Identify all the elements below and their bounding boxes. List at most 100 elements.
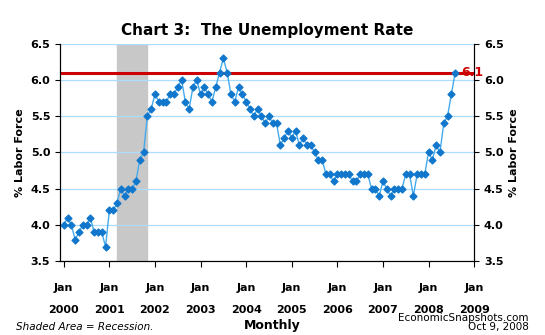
Point	[78, 222, 87, 228]
Point	[420, 172, 429, 177]
Point	[162, 99, 171, 104]
Point	[405, 172, 414, 177]
Text: 2004: 2004	[231, 305, 262, 315]
Point	[401, 172, 410, 177]
Point	[253, 106, 262, 112]
Point	[310, 150, 319, 155]
Point	[364, 172, 372, 177]
Point	[211, 84, 220, 90]
Point	[398, 186, 407, 191]
Point	[352, 179, 361, 184]
Point	[257, 114, 266, 119]
Point	[177, 77, 186, 82]
Point	[124, 186, 133, 191]
Text: 2005: 2005	[276, 305, 307, 315]
Point	[204, 92, 213, 97]
Point	[128, 186, 136, 191]
Point	[371, 186, 380, 191]
Text: 2003: 2003	[185, 305, 216, 315]
Text: 2002: 2002	[140, 305, 171, 315]
Point	[250, 114, 258, 119]
Point	[443, 114, 452, 119]
Text: 6.1: 6.1	[461, 66, 483, 79]
Point	[409, 193, 417, 199]
Point	[63, 215, 72, 220]
Point	[394, 186, 403, 191]
Text: Jan: Jan	[146, 283, 165, 293]
Text: Jan: Jan	[419, 283, 438, 293]
Point	[302, 142, 311, 148]
Text: Jan: Jan	[100, 283, 119, 293]
Text: 2000: 2000	[49, 305, 79, 315]
Point	[189, 84, 197, 90]
Text: Jan: Jan	[191, 283, 210, 293]
Point	[105, 208, 114, 213]
Point	[322, 172, 330, 177]
Text: Jan: Jan	[464, 283, 484, 293]
Point	[348, 179, 357, 184]
Point	[283, 128, 292, 133]
Text: EconomicSnapshots.com: EconomicSnapshots.com	[398, 313, 529, 323]
Point	[416, 172, 425, 177]
Point	[295, 142, 304, 148]
Point	[375, 193, 384, 199]
Point	[135, 157, 144, 162]
Point	[82, 222, 91, 228]
Point	[341, 172, 349, 177]
Point	[383, 186, 391, 191]
Point	[280, 135, 288, 141]
Point	[386, 193, 395, 199]
Point	[147, 106, 155, 112]
Point	[67, 222, 76, 228]
Point	[143, 114, 152, 119]
Point	[390, 186, 399, 191]
Point	[120, 193, 129, 199]
Point	[451, 70, 459, 75]
Text: 2007: 2007	[367, 305, 398, 315]
Point	[234, 84, 243, 90]
Text: Oct 9, 2008: Oct 9, 2008	[468, 322, 529, 332]
Point	[150, 92, 159, 97]
Point	[325, 172, 334, 177]
Point	[299, 135, 307, 141]
Point	[413, 172, 421, 177]
Text: Jan: Jan	[54, 283, 74, 293]
Point	[447, 92, 456, 97]
Point	[318, 157, 326, 162]
Point	[200, 84, 209, 90]
Point	[268, 121, 277, 126]
Point	[435, 150, 444, 155]
Point	[181, 99, 190, 104]
Point	[59, 222, 68, 228]
Text: 2009: 2009	[459, 305, 489, 315]
Point	[71, 237, 80, 242]
Point	[154, 99, 163, 104]
Point	[367, 186, 376, 191]
Title: Chart 3:  The Unemployment Rate: Chart 3: The Unemployment Rate	[121, 23, 413, 38]
Text: 2006: 2006	[322, 305, 353, 315]
Point	[90, 229, 99, 235]
Point	[109, 208, 118, 213]
Text: 2001: 2001	[94, 305, 125, 315]
Point	[139, 150, 148, 155]
Point	[101, 244, 110, 250]
Point	[329, 179, 338, 184]
Text: Jan: Jan	[282, 283, 301, 293]
Point	[276, 142, 284, 148]
Point	[227, 92, 235, 97]
Y-axis label: % Labor Force: % Labor Force	[509, 108, 519, 197]
Point	[158, 99, 167, 104]
Point	[337, 172, 346, 177]
Point	[113, 201, 122, 206]
Point	[428, 157, 437, 162]
Point	[439, 121, 448, 126]
Point	[192, 77, 201, 82]
Point	[333, 172, 342, 177]
Point	[208, 99, 216, 104]
Point	[360, 172, 368, 177]
Text: Jan: Jan	[237, 283, 256, 293]
Point	[272, 121, 281, 126]
Text: 2008: 2008	[413, 305, 444, 315]
Point	[196, 92, 205, 97]
Point	[314, 157, 323, 162]
